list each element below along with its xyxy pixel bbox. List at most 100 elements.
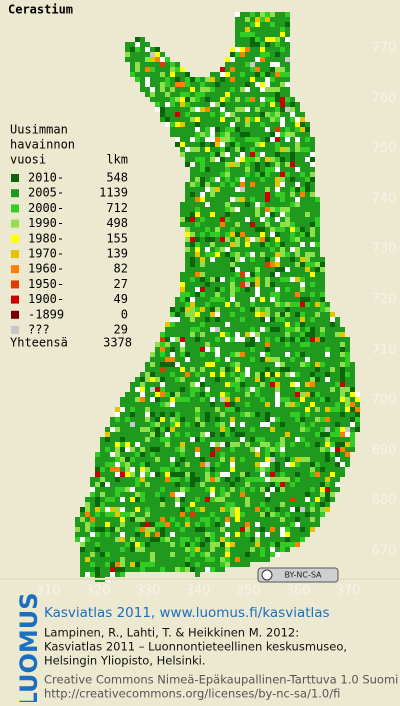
map-cell	[125, 527, 130, 532]
map-cell	[115, 552, 120, 557]
map-cell	[215, 212, 220, 217]
map-cell	[185, 352, 190, 357]
map-cell	[210, 427, 215, 432]
map-cell	[215, 492, 220, 497]
map-cell	[160, 467, 165, 472]
map-cell	[260, 467, 265, 472]
map-cell	[195, 447, 200, 452]
map-cell	[230, 437, 235, 442]
map-cell	[290, 327, 295, 332]
map-cell	[190, 162, 195, 167]
map-cell	[265, 477, 270, 482]
map-cell	[255, 37, 260, 42]
map-cell	[335, 412, 340, 417]
map-cell	[150, 72, 155, 77]
map-cell	[125, 407, 130, 412]
map-cell	[210, 472, 215, 477]
map-cell	[190, 147, 195, 152]
map-cell	[250, 542, 255, 547]
map-cell	[335, 322, 340, 327]
map-cell	[195, 552, 200, 557]
map-cell	[335, 367, 340, 372]
map-cell	[230, 507, 235, 512]
map-cell	[150, 372, 155, 377]
map-cell	[320, 452, 325, 457]
map-cell	[325, 352, 330, 357]
map-cell	[165, 362, 170, 367]
map-cell	[235, 437, 240, 442]
map-cell	[190, 357, 195, 362]
map-cell	[225, 537, 230, 542]
map-cell	[270, 217, 275, 222]
map-cell	[125, 442, 130, 447]
map-cell	[220, 87, 225, 92]
map-cell	[220, 177, 225, 182]
map-cell	[260, 362, 265, 367]
map-cell	[195, 397, 200, 402]
map-cell	[265, 187, 270, 192]
map-cell	[280, 77, 285, 82]
map-cell	[240, 262, 245, 267]
map-cell	[265, 302, 270, 307]
map-cell	[310, 302, 315, 307]
map-cell	[235, 332, 240, 337]
map-cell	[265, 502, 270, 507]
map-cell	[265, 547, 270, 552]
map-cell	[280, 507, 285, 512]
map-cell	[100, 517, 105, 522]
map-cell	[95, 472, 100, 477]
map-cell	[115, 422, 120, 427]
map-cell	[285, 147, 290, 152]
map-cell	[200, 462, 205, 467]
map-cell	[245, 472, 250, 477]
map-cell	[270, 97, 275, 102]
map-cell	[215, 147, 220, 152]
map-cell	[290, 312, 295, 317]
map-cell	[305, 302, 310, 307]
map-cell	[190, 302, 195, 307]
map-cell	[270, 247, 275, 252]
map-cell	[280, 237, 285, 242]
map-cell	[235, 327, 240, 332]
map-cell	[285, 482, 290, 487]
map-cell	[270, 72, 275, 77]
map-cell	[135, 387, 140, 392]
map-cell	[285, 77, 290, 82]
map-cell	[135, 397, 140, 402]
map-cell	[230, 107, 235, 112]
map-cell	[260, 107, 265, 112]
map-cell	[200, 437, 205, 442]
map-cell	[135, 487, 140, 492]
map-cell	[240, 237, 245, 242]
map-cell	[200, 567, 205, 572]
map-cell	[275, 387, 280, 392]
map-cell	[110, 517, 115, 522]
map-cell	[315, 252, 320, 257]
map-cell	[185, 187, 190, 192]
map-cell	[265, 522, 270, 527]
map-cell	[240, 317, 245, 322]
map-cell	[165, 567, 170, 572]
map-cell	[240, 207, 245, 212]
map-cell	[235, 507, 240, 512]
map-cell	[190, 362, 195, 367]
map-cell	[95, 557, 100, 562]
map-cell	[215, 342, 220, 347]
map-cell	[90, 527, 95, 532]
map-cell	[140, 467, 145, 472]
map-cell	[225, 87, 230, 92]
map-cell	[160, 367, 165, 372]
map-cell	[215, 257, 220, 262]
map-cell	[275, 402, 280, 407]
map-cell	[175, 382, 180, 387]
map-cell	[295, 252, 300, 257]
map-cell	[105, 512, 110, 517]
map-cell	[270, 547, 275, 552]
map-cell	[200, 132, 205, 137]
map-cell	[235, 512, 240, 517]
map-cell	[190, 142, 195, 147]
map-cell	[280, 232, 285, 237]
map-cell	[310, 137, 315, 142]
map-cell	[160, 422, 165, 427]
map-cell	[145, 57, 150, 62]
